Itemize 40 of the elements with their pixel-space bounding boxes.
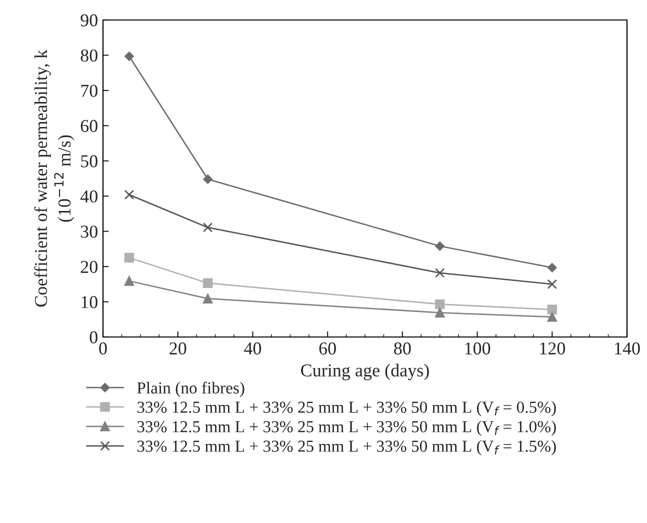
x-tick-label: 140 xyxy=(615,342,640,355)
legend-label: Plain (no fibres) xyxy=(137,382,244,397)
point xyxy=(124,52,134,61)
x-tick-label: 80 xyxy=(394,342,411,355)
x-tick-label: 120 xyxy=(540,342,565,355)
point xyxy=(435,242,444,251)
y-axis-title: Coefficient of water permeability, k (10$^{−12}$ m/s) xyxy=(34,50,74,307)
x-tick-label: 60 xyxy=(319,342,336,355)
y-tick-label: 0 xyxy=(90,331,98,344)
x-axis-title: Curing age (days) xyxy=(301,364,429,380)
point xyxy=(203,174,212,184)
point xyxy=(124,252,134,263)
point xyxy=(434,299,445,310)
legend-label: 33% 12.5 mm L + 33% 25 mm L + 33% 50 mm L (V$_{f}$ = 0.5%) xyxy=(137,401,556,416)
x-tick-label: 100 xyxy=(465,342,490,355)
point xyxy=(202,222,213,232)
legend-label: 33% 12.5 mm L + 33% 25 mm L + 33% 50 mm L (V$_{f}$ = 1.5%) xyxy=(137,440,556,456)
point xyxy=(547,312,558,322)
point xyxy=(434,268,445,278)
point xyxy=(547,279,558,290)
point xyxy=(124,276,134,286)
point xyxy=(434,308,445,318)
y-tick-label: 80 xyxy=(80,49,98,62)
point xyxy=(202,294,213,304)
y-tick-label: 70 xyxy=(81,84,98,97)
point xyxy=(547,304,558,314)
point xyxy=(548,262,557,272)
y-tick-label: 60 xyxy=(80,120,98,132)
y-tick-label: 40 xyxy=(80,190,98,203)
point xyxy=(124,190,134,200)
y-tick-label: 20 xyxy=(80,260,98,273)
x-tick-label: 0 xyxy=(99,342,107,355)
y-tick-label: 90 xyxy=(80,14,98,26)
y-tick-label: 30 xyxy=(80,226,98,238)
point xyxy=(202,278,213,288)
y-tick-label: 50 xyxy=(81,155,98,168)
legend-label: 33% 12.5 mm L + 33% 25 mm L + 33% 50 mm L (V$_{f}$ = 1.0%) xyxy=(137,420,556,436)
x-tick-label: 40 xyxy=(244,342,262,355)
y-tick-label: 10 xyxy=(82,296,98,308)
x-tick-label: 20 xyxy=(170,342,186,355)
